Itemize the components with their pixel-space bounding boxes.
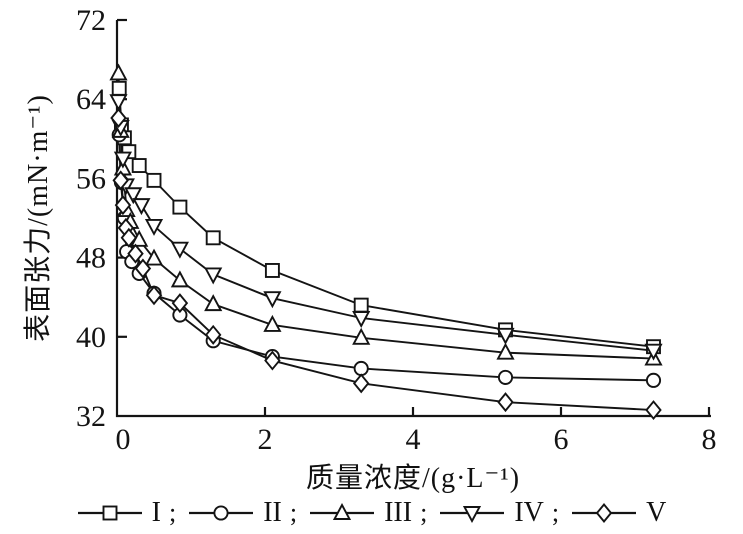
- series-I-line: [118, 88, 654, 348]
- legend-item-1: I ;: [77, 497, 177, 528]
- legend-label: I: [151, 497, 161, 528]
- series-III-marker: [263, 314, 282, 332]
- legend-label: III: [384, 497, 413, 528]
- y-tick-label: 40: [76, 321, 106, 354]
- y-tick-label: 32: [76, 400, 106, 433]
- series-V-marker: [264, 350, 281, 371]
- legend-diamond-glyph: [595, 503, 613, 523]
- y-tick-label: 64: [76, 83, 106, 116]
- legend-separator: ;: [420, 498, 428, 527]
- series-IV-marker: [124, 187, 143, 205]
- circle-marker-icon: [189, 505, 254, 521]
- legend-item-5: V: [571, 499, 666, 527]
- series-III-marker: [352, 327, 371, 345]
- legend-triangle-up-glyph: [333, 503, 352, 520]
- series-II-marker: [353, 360, 369, 377]
- triangle-down-marker-icon: [440, 506, 505, 523]
- legend-triangle-down-glyph: [463, 506, 482, 523]
- series-III-marker: [496, 342, 515, 360]
- series-I-marker: [111, 80, 127, 96]
- series-IV-marker: [263, 291, 282, 309]
- series-V-marker: [145, 285, 163, 306]
- legend-separator: ;: [289, 498, 298, 527]
- series-III-marker: [204, 294, 223, 312]
- x-tick-label: 0: [116, 423, 131, 456]
- diamond-marker-icon: [572, 503, 637, 523]
- series-V-marker: [112, 170, 129, 191]
- series-IV-marker: [644, 343, 663, 361]
- series-IV-marker: [170, 241, 189, 259]
- legend-separator: ;: [168, 498, 177, 527]
- legend-separator: ;: [551, 498, 560, 527]
- triangle-up-marker-icon: [310, 503, 375, 520]
- series-III-marker: [144, 248, 164, 266]
- legend-label: II: [263, 497, 282, 528]
- series-IV-marker: [496, 327, 515, 345]
- series-III-marker: [170, 270, 189, 288]
- legend-item-3: III ;: [309, 499, 427, 527]
- series-II-marker: [645, 372, 662, 388]
- series-V-marker: [114, 195, 132, 216]
- legend-label: V: [646, 497, 667, 528]
- series-I-marker: [172, 199, 188, 215]
- plot-area: 32 40 48 56 64 72 0 2 4 6 8: [76, 4, 717, 456]
- series-V-marker: [171, 293, 189, 314]
- series-II-line: [118, 134, 654, 382]
- series-IV-marker: [144, 218, 164, 236]
- series-V-marker: [497, 392, 514, 413]
- series-IV-marker: [132, 198, 151, 216]
- series-V-marker: [645, 400, 662, 421]
- series-V-marker: [127, 243, 144, 264]
- series-IV-marker: [204, 267, 223, 285]
- series-V-marker: [110, 108, 127, 129]
- series-IV-marker: [109, 94, 128, 112]
- series-V-marker: [204, 324, 222, 345]
- series-IV-marker: [352, 311, 371, 329]
- legend-label: IV: [514, 497, 544, 528]
- legend-square-glyph: [102, 505, 118, 521]
- series-I-marker: [205, 230, 221, 246]
- x-axis-title: 质量浓度/(g·L⁻¹): [305, 463, 521, 494]
- y-tick-label: 72: [76, 4, 106, 37]
- series-III-marker: [109, 63, 128, 81]
- series-I-marker: [353, 297, 369, 313]
- series-I-marker: [264, 263, 280, 278]
- legend: I ; II ; III ; IV ; V: [0, 494, 743, 532]
- series-V-marker: [120, 227, 138, 248]
- square-marker-icon: [77, 505, 142, 521]
- x-tick-label: 4: [406, 423, 421, 456]
- legend-item-4: IV ;: [439, 499, 559, 527]
- series-III-line: [117, 73, 654, 360]
- series-II-marker: [497, 369, 514, 385]
- series-IV-marker: [113, 151, 133, 169]
- legend-circle-glyph: [213, 505, 229, 521]
- x-tick-label: 8: [702, 423, 717, 456]
- series-IV-line: [117, 101, 654, 352]
- y-tick-label: 56: [76, 162, 106, 195]
- x-tick-label: 6: [554, 423, 569, 456]
- y-tick-label: 48: [76, 242, 106, 275]
- series-I-marker: [131, 158, 147, 173]
- series-I-marker: [146, 172, 162, 188]
- legend-item-2: II ;: [188, 499, 297, 527]
- series-V-marker: [352, 373, 370, 394]
- series-V-marker: [134, 258, 152, 279]
- x-tick-label: 2: [258, 423, 273, 456]
